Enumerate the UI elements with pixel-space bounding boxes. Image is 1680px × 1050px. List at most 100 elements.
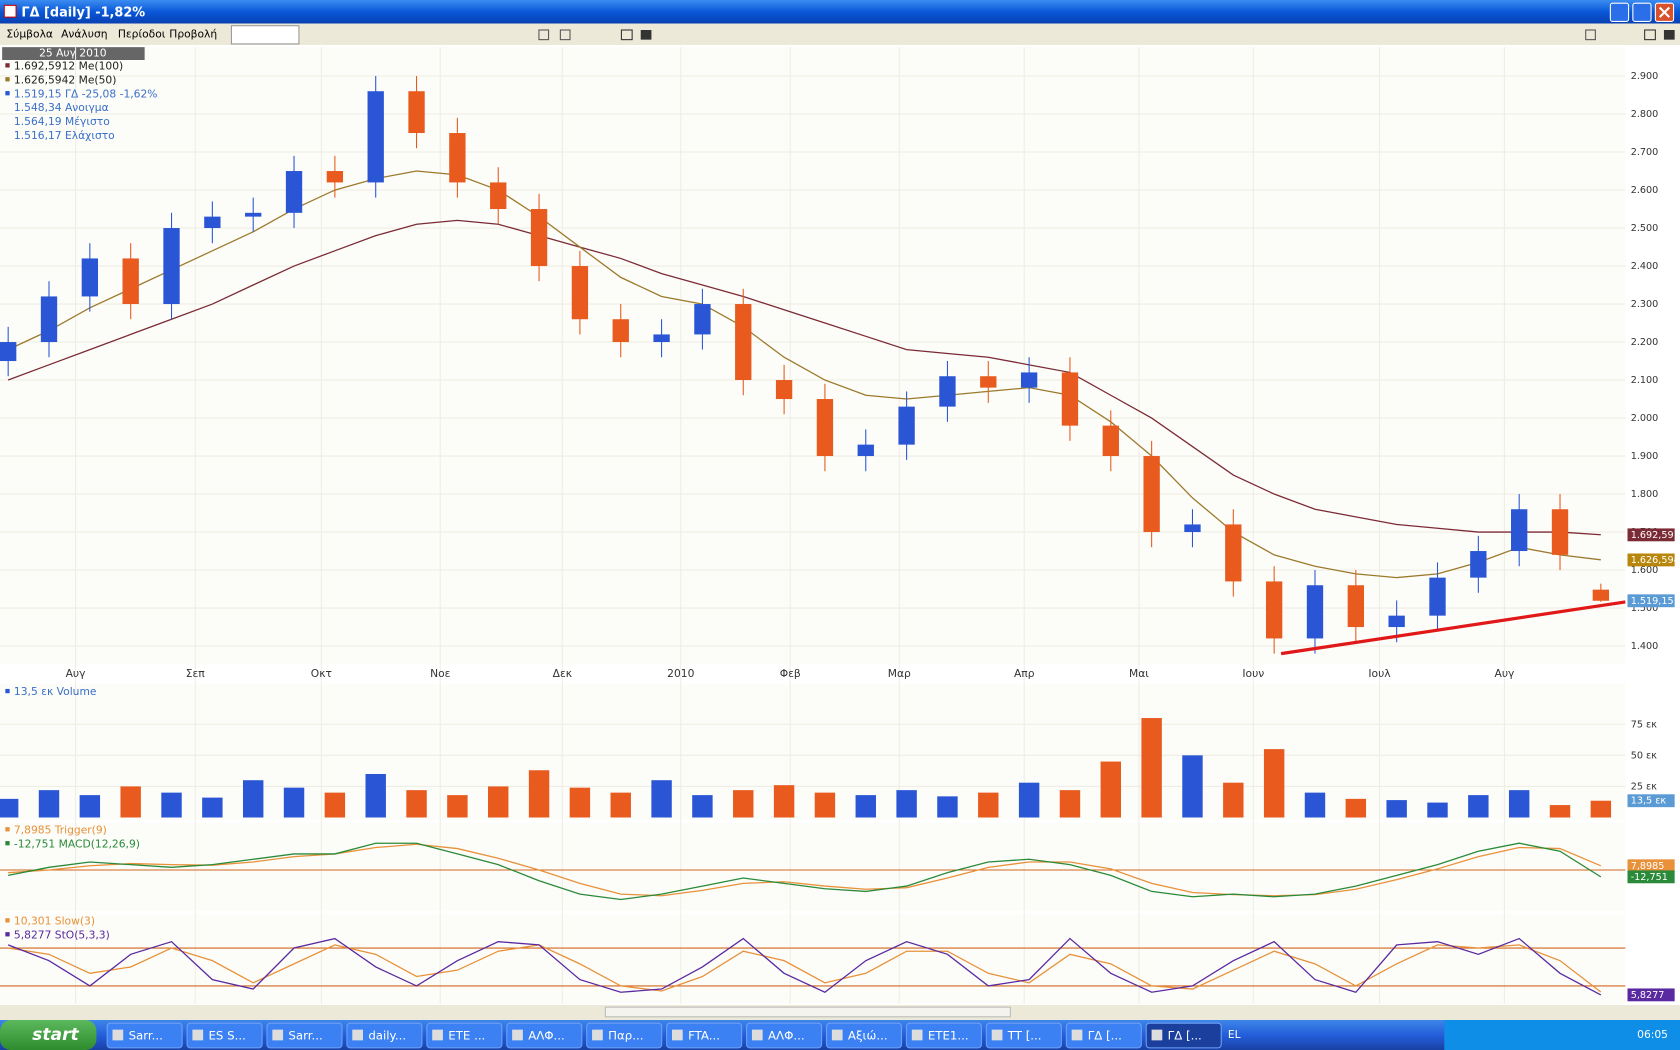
clock: 06:05	[1637, 1028, 1668, 1041]
y-tick-label: 2.900	[1631, 71, 1659, 82]
candle-body	[1143, 456, 1160, 533]
series-line	[7, 937, 1602, 996]
task-button[interactable]	[506, 1022, 583, 1049]
volume-pane	[0, 683, 1626, 820]
legend-entry: 1.626,5942 Me(50)	[14, 73, 116, 86]
volume-bar	[651, 780, 672, 818]
close-icon	[1658, 6, 1671, 18]
tool-icon[interactable]	[1585, 29, 1596, 41]
task-label: FTA...	[688, 1029, 720, 1043]
legend-swatch	[5, 841, 10, 846]
volume-bar	[1304, 792, 1326, 818]
legend-swatch	[5, 932, 10, 937]
legend-swatch	[5, 91, 10, 96]
task-button[interactable]	[586, 1022, 663, 1049]
task-button[interactable]	[985, 1022, 1062, 1049]
tool-icon[interactable]	[1663, 30, 1675, 40]
menu-item[interactable]: Σύμβολα	[6, 27, 53, 40]
candle-body	[285, 171, 303, 213]
legend-entry: 1.516,17 Ελάχιστο	[14, 129, 115, 142]
volume-bar	[447, 795, 468, 818]
task-button[interactable]	[346, 1022, 423, 1049]
x-tick-label: Μαι	[1129, 667, 1149, 680]
task-button[interactable]	[266, 1022, 343, 1049]
x-tick-label: Αυγ	[66, 667, 87, 680]
y-tick-label: 1.500	[1631, 603, 1659, 614]
legend-entry: 1.692,5912 Me(100)	[14, 59, 123, 72]
series-line	[7, 219, 1601, 536]
candle-body	[122, 258, 139, 305]
candle-body	[1184, 524, 1201, 533]
candle-body	[1225, 524, 1242, 582]
task-button[interactable]	[186, 1022, 263, 1049]
volume-bar	[0, 798, 19, 818]
task-button[interactable]	[1065, 1022, 1142, 1049]
candle-body	[1306, 585, 1324, 639]
task-button[interactable]	[1145, 1022, 1222, 1049]
volume-bar	[569, 787, 591, 818]
candle-body	[980, 376, 997, 388]
legend-entry: 10,301 Slow(3)	[14, 914, 95, 927]
task-icon	[751, 1029, 763, 1041]
task-button[interactable]	[825, 1022, 903, 1049]
start-label: start	[32, 1025, 79, 1045]
x-tick-label: Νοε	[430, 667, 451, 680]
value-tag: 1.626,594	[1631, 555, 1680, 566]
volume-bar	[324, 792, 346, 818]
task-button[interactable]	[746, 1022, 823, 1049]
minimize-button[interactable]	[1609, 2, 1630, 22]
task-icon	[592, 1029, 603, 1041]
x-tick-label: Οκτ	[311, 667, 332, 680]
legend-swatch	[5, 63, 10, 68]
candle-body	[245, 212, 262, 217]
value-tag-bg	[1627, 553, 1675, 567]
volume-bar	[1059, 790, 1081, 818]
candle-body	[1470, 551, 1487, 578]
tool-icon[interactable]	[538, 29, 550, 41]
tool-icon[interactable]	[559, 29, 571, 41]
candle-body	[326, 171, 344, 183]
y-tick-label: 1.800	[1631, 489, 1659, 500]
candle-body	[694, 304, 711, 335]
symbol-input[interactable]	[230, 25, 300, 45]
volume-bar	[120, 786, 141, 818]
window-title: ΓΔ [daily] -1,82%	[21, 5, 145, 20]
y-tick-label: 2.400	[1631, 261, 1659, 272]
value-tag: 1.519,15	[1631, 596, 1674, 607]
menu-bar	[0, 23, 1680, 45]
task-label: TT [...	[1007, 1029, 1042, 1043]
volume-bar	[855, 795, 876, 818]
task-button[interactable]	[426, 1022, 503, 1049]
task-label: Παρ...	[608, 1029, 643, 1043]
menu-item[interactable]: Προβολή	[169, 27, 217, 40]
volume-bar	[488, 786, 509, 818]
volume-bar	[1263, 749, 1285, 818]
candle-body	[490, 182, 507, 210]
task-button[interactable]	[106, 1022, 183, 1049]
task-label: ETE ...	[448, 1029, 485, 1043]
y-tick-label: 2.500	[1631, 223, 1659, 234]
volume-bar	[283, 787, 305, 818]
volume-bar	[161, 792, 182, 818]
scroll-thumb[interactable]	[604, 1006, 1011, 1018]
tool-icon[interactable]	[620, 29, 633, 41]
volume-bar	[79, 795, 101, 818]
task-label: ΓΔ [...	[1168, 1029, 1202, 1043]
menu-item[interactable]: Περίοδοι	[118, 27, 166, 40]
tool-icon[interactable]	[1644, 29, 1656, 41]
task-button[interactable]	[905, 1022, 982, 1049]
candle-body	[408, 91, 425, 134]
task-label: ES S...	[209, 1029, 246, 1043]
task-button[interactable]	[666, 1022, 743, 1049]
maximize-button[interactable]	[1632, 2, 1652, 22]
tool-icon[interactable]	[640, 30, 652, 40]
volume-bar	[692, 795, 713, 818]
menu-item[interactable]: Ανάλυση	[61, 27, 107, 40]
value-tag: 1.692,591	[1631, 530, 1680, 541]
volume-bar	[1508, 790, 1530, 818]
task-icon	[911, 1029, 923, 1041]
value-tag: 7,8985	[1631, 861, 1665, 872]
start-button[interactable]	[0, 1020, 97, 1050]
volume-bar	[202, 797, 223, 818]
